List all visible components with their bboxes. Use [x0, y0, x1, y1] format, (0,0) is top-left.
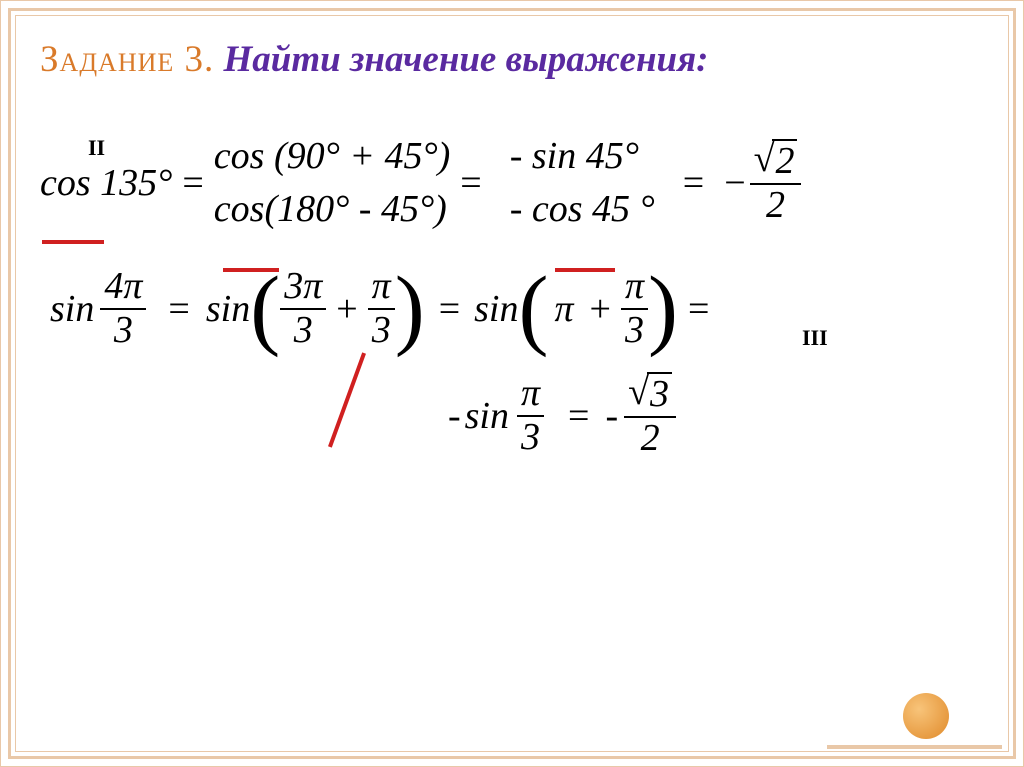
eq1-simp-top: - sin 45° — [510, 130, 639, 183]
task-instruction: Найти значение выражения: — [214, 39, 708, 80]
eq1-sqrt-arg: 2 — [772, 139, 797, 183]
eq2-s2-num: π — [621, 266, 648, 310]
eq1-simp-bottom: - cos 45 ° — [510, 183, 655, 236]
decor-dot — [903, 693, 949, 739]
math-content: cos 135° = cos (90° + 45°) cos(180° - 45… — [40, 130, 984, 460]
eq2-step1-fn: sin — [206, 287, 250, 331]
decor-bar — [827, 745, 1002, 749]
eq3-result-den: 2 — [637, 418, 664, 460]
equals-5: = — [439, 287, 460, 331]
eq3-sign: - — [448, 394, 461, 438]
slide-title: Задание 3. Найти значение выражения: — [40, 38, 984, 81]
eq3-result-frac: √3 2 — [624, 372, 676, 460]
eq2-s1-plus: + — [336, 287, 357, 331]
equals-7: = — [568, 394, 589, 438]
eq2-s1-den2: 3 — [368, 310, 395, 352]
eq3-sqrt-arg: 3 — [647, 372, 672, 416]
slide: Задание 3. Найти значение выражения: II … — [0, 0, 1024, 767]
eq2-lhs-num: 4π — [100, 266, 146, 310]
eq1-result-frac: √2 2 — [750, 139, 802, 227]
eq2-s2-frac: π 3 — [621, 266, 648, 352]
equals-3: = — [683, 161, 704, 205]
eq2-s1-num2: π — [368, 266, 395, 310]
eq3-fn: sin — [465, 394, 509, 438]
red-underline-1 — [42, 240, 104, 244]
red-underline-3 — [555, 268, 615, 272]
eq2-s1-frac2: π 3 — [368, 266, 395, 352]
eq3-arg: π 3 — [517, 373, 544, 459]
eq1-lhs: cos 135° — [40, 161, 172, 205]
equation-3: - sin π 3 = - √3 2 — [40, 372, 984, 460]
equation-1: cos 135° = cos (90° + 45°) cos(180° - 45… — [40, 130, 984, 236]
eq1-exp-bottom: cos(180° - 45°) — [214, 183, 447, 236]
eq3-arg-num: π — [517, 373, 544, 417]
paren-close-1: ) — [395, 273, 425, 345]
eq2-s2-den: 3 — [621, 310, 648, 352]
equals-6: = — [688, 287, 709, 331]
eq3-arg-den: 3 — [517, 417, 544, 459]
eq1-result-sign: − — [724, 161, 745, 205]
eq3-result-sign: - — [605, 394, 618, 438]
paren-open-2: ( — [519, 273, 549, 345]
eq2-s2-pi: π — [554, 287, 573, 331]
equals-1: = — [182, 161, 203, 205]
quadrant-label-3: III — [802, 325, 828, 351]
red-underline-2 — [223, 268, 279, 272]
eq2-step2-fn: sin — [474, 287, 518, 331]
equation-2: sin 4π 3 = sin ( 3π 3 + π 3 ) = sin ( π … — [40, 266, 984, 352]
eq2-s1-num1: 3π — [280, 266, 326, 310]
equals-4: = — [168, 287, 189, 331]
eq2-lhs-frac: 4π 3 — [100, 266, 146, 352]
eq1-simplified: - sin 45° - cos 45 ° — [510, 130, 655, 236]
eq1-expansions: cos (90° + 45°) cos(180° - 45°) — [214, 130, 451, 236]
paren-open-1: ( — [250, 273, 280, 345]
equals-2: = — [460, 161, 481, 205]
eq2-fn: sin — [50, 287, 94, 331]
task-number: Задание 3. — [40, 39, 214, 80]
eq2-lhs-den: 3 — [110, 310, 137, 352]
eq2-s1-frac1: 3π 3 — [280, 266, 326, 352]
eq2-s2-plus: + — [590, 287, 611, 331]
eq2-s1-den1: 3 — [290, 310, 317, 352]
paren-close-2: ) — [648, 273, 678, 345]
eq1-exp-top: cos (90° + 45°) — [214, 130, 451, 183]
eq1-result-den: 2 — [762, 185, 789, 227]
